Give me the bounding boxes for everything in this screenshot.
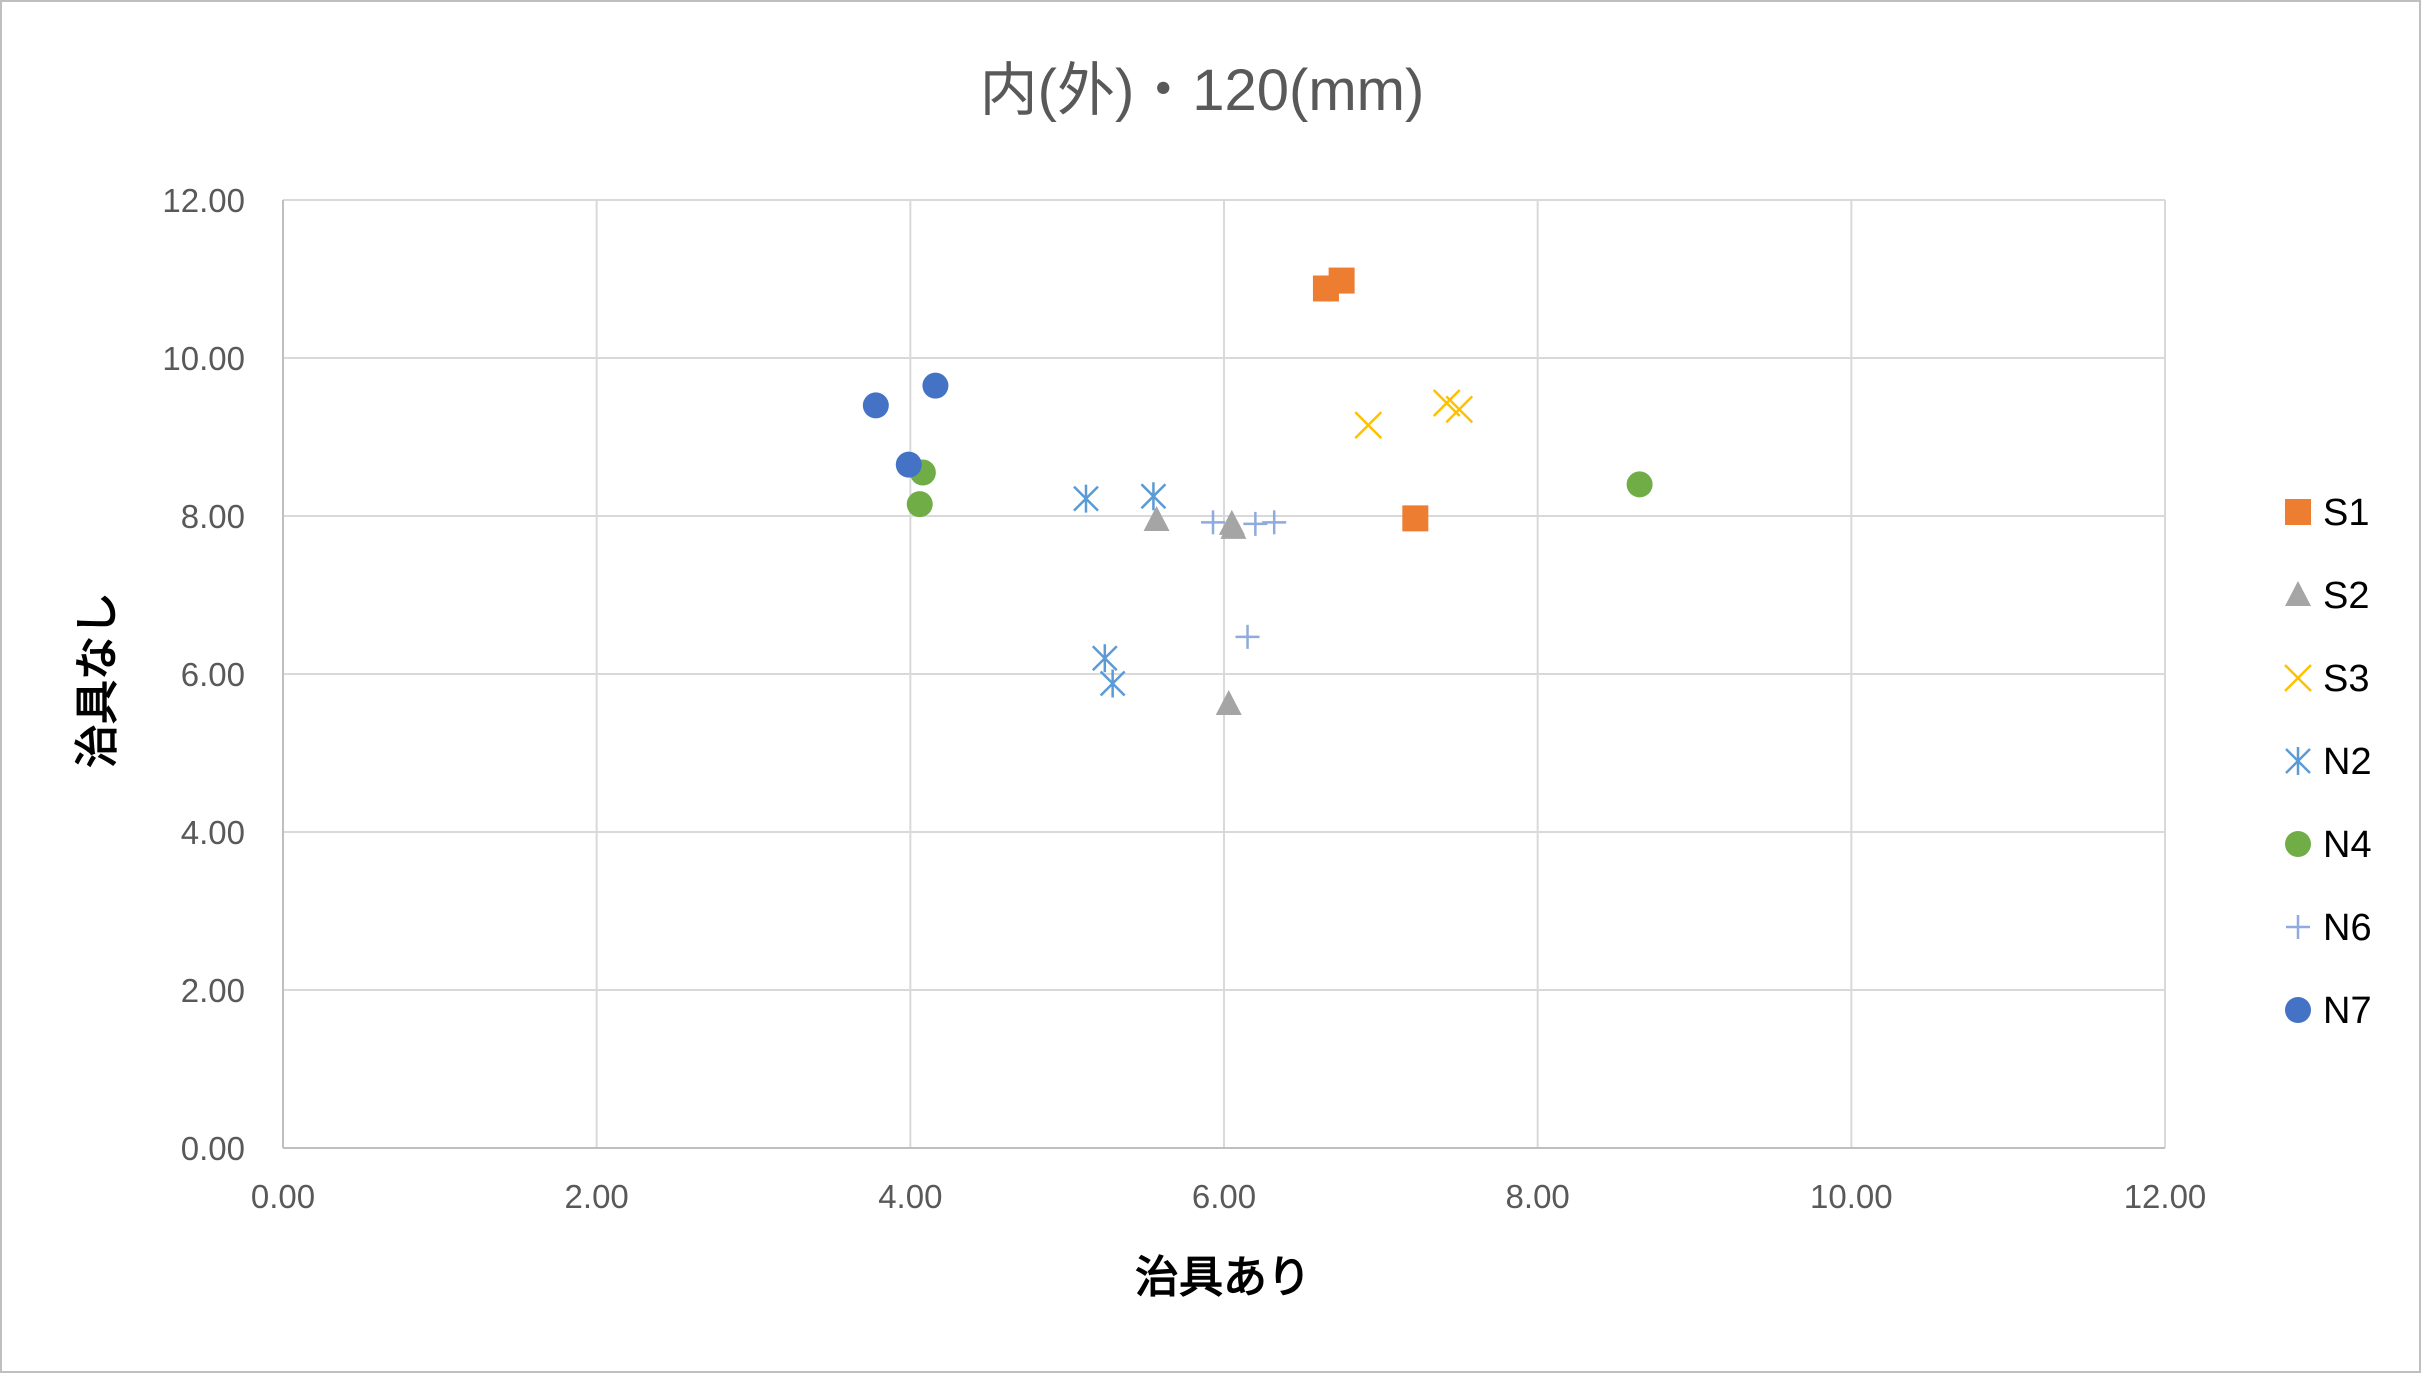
y-tick-label: 8.00 [181,498,245,535]
y-tick-label: 2.00 [181,972,245,1009]
data-point-n2 [1091,644,1118,673]
legend-marker-s2 [2285,581,2311,606]
x-axis-title: 治具あり [1135,1253,1311,1302]
legend-marker-n7 [2285,997,2311,1023]
gridlines [283,199,2166,1148]
legend-label-n7: N7 [2323,990,2372,1032]
axes [282,200,2165,1149]
y-tick-label: 6.00 [181,656,245,693]
tick-labels: 0.00 2.00 4.00 6.00 8.00 10.00 12.00 0.00 2.00 4.… [162,182,2206,1215]
y-axis-title: 治具なし [73,592,122,768]
y-tick-label: 10.00 [162,340,245,377]
legend: S1 S2 S3 N2 N4 N6 N7 [2284,492,2372,1032]
legend-label-n2: N2 [2323,741,2372,783]
data-point-n7 [862,392,889,419]
legend-marker-n6 [2286,915,2310,939]
legend-marker-s1 [2285,499,2311,525]
x-tick-label: 10.00 [1810,1178,1893,1215]
y-tick-label: 4.00 [181,814,245,851]
data-point-s2 [1143,505,1170,531]
data-points [862,267,1653,716]
data-point-n6 [1243,511,1268,536]
data-point-n2 [1073,484,1099,513]
legend-label-s2: S2 [2323,575,2369,617]
x-tick-label: 2.00 [565,1178,629,1215]
x-tick-label: 12.00 [2124,1178,2207,1215]
data-point-n7 [922,372,949,399]
data-point-s3 [1445,395,1474,424]
legend-label-s1: S1 [2323,492,2369,534]
data-point-n4 [1626,471,1653,498]
chart-title: 内(外)・120(mm) [980,58,1425,123]
data-point-n2 [1140,482,1167,511]
x-tick-label: 6.00 [1192,1178,1256,1215]
legend-label-n4: N4 [2323,824,2372,866]
data-point-n2 [1099,669,1126,698]
legend-marker-n4 [2285,831,2311,857]
y-tick-label: 0.00 [181,1130,245,1167]
data-point-s2 [1215,690,1242,716]
data-point-s1 [1328,267,1355,294]
y-tick-label: 12.00 [162,182,245,219]
legend-label-n6: N6 [2323,907,2372,949]
data-point-n6 [1262,510,1287,535]
data-point-n7 [895,451,922,478]
x-tick-label: 8.00 [1506,1178,1570,1215]
data-point-s3 [1354,411,1383,440]
data-point-s1 [1402,505,1429,532]
data-point-n6 [1201,510,1226,535]
legend-marker-n2 [2285,747,2311,775]
x-tick-label: 0.00 [251,1178,315,1215]
data-point-n6 [1235,624,1260,649]
data-point-s2 [1220,513,1247,539]
legend-marker-s3 [2284,664,2312,692]
x-tick-label: 4.00 [878,1178,942,1215]
data-point-n4 [906,491,933,518]
legend-label-s3: S3 [2323,658,2369,700]
